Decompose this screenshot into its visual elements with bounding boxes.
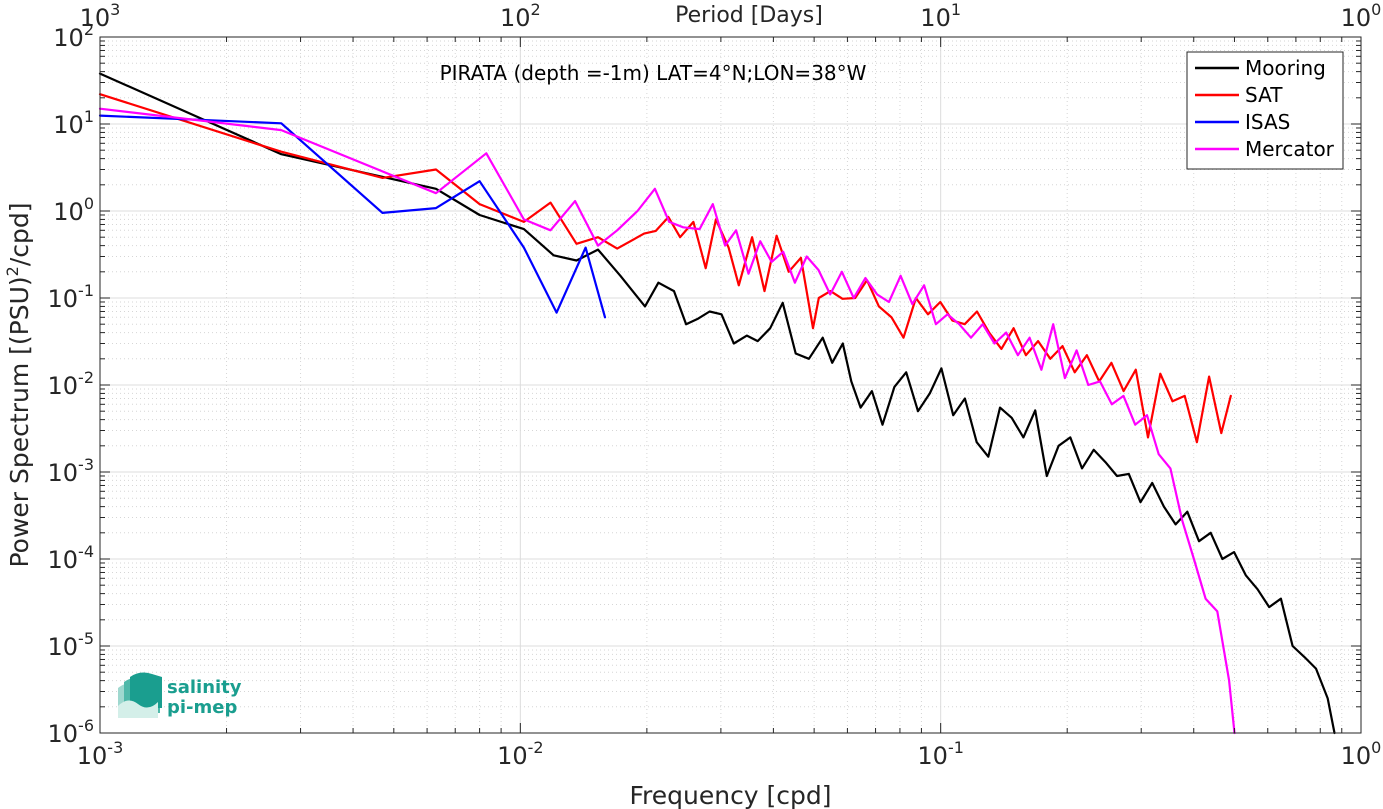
x-axis-label: Frequency [cpd] (629, 781, 831, 809)
x2-tick-label: 100 (1341, 0, 1382, 32)
y-axis-label-superscript: 2 (3, 266, 22, 276)
y-tick-label: 10-5 (48, 629, 95, 661)
x-tick-label: 10-3 (77, 738, 124, 770)
y-tick-label: 10-1 (48, 281, 95, 313)
legend: Mooring SAT ISAS Mercator (1186, 51, 1344, 170)
x-tick-label: 100 (1341, 738, 1382, 770)
logo-text-salinity: salinity (167, 677, 242, 698)
series-group (98, 72, 1336, 735)
tick-marks (99, 36, 1362, 734)
salinity-pi-mep-logo: salinity pi-mep (118, 672, 242, 718)
y-tick-label: 10-3 (48, 455, 95, 487)
legend-label-sat: SAT (1245, 83, 1283, 107)
y-axis-label-tail: /cpd] (5, 203, 34, 267)
tick-labels: 10-3 103 10-2 102 10-1 101 100 100 10-6 10-5 10-4 1… (48, 0, 1382, 770)
y-axis-label: Power Spectrum [(PSU)2/cpd] (3, 203, 34, 568)
series-line-mercator (98, 107, 1236, 735)
y-tick-label: 10-2 (48, 368, 95, 400)
x2-tick-label: 103 (80, 0, 121, 32)
top-axis-label: Period [Days] (675, 3, 823, 28)
x2-tick-label: 102 (500, 0, 541, 32)
x2-tick-label: 101 (920, 0, 961, 32)
y-tick-label: 100 (53, 194, 94, 226)
legend-label-isas: ISAS (1245, 110, 1290, 134)
series-line-sat (98, 93, 1232, 444)
x-tick-label: 10-1 (917, 738, 964, 770)
legend-label-mooring: Mooring (1245, 56, 1326, 80)
y-tick-label: 10-4 (48, 542, 95, 574)
series-line-isas (98, 114, 607, 319)
logo-waves-icon (118, 672, 162, 718)
y-tick-label: 10-6 (48, 716, 95, 748)
y-tick-label: 101 (53, 107, 94, 139)
x-tick-label: 10-2 (497, 738, 544, 770)
y-axis-label-main: Power Spectrum [(PSU) (5, 276, 34, 567)
legend-label-mercator: Mercator (1245, 137, 1335, 161)
chart-title: PIRATA (depth =-1m) LAT=4°N;LON=38°W (440, 61, 867, 85)
y-tick-label: 102 (53, 20, 94, 52)
series-line-mooring (98, 72, 1336, 735)
logo-text-pi-mep: pi-mep (167, 697, 237, 718)
